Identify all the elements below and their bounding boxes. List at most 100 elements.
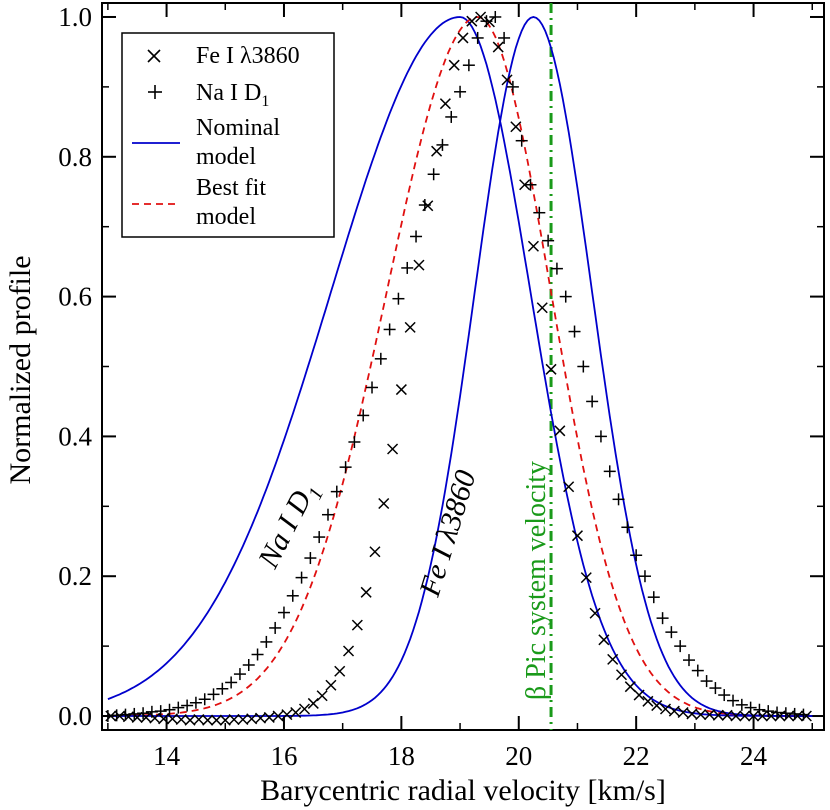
fe-data-point <box>272 710 284 722</box>
x-tick-label: 16 <box>270 741 297 771</box>
na-data-point <box>762 705 775 718</box>
na-data-point <box>242 658 255 671</box>
fe-data-point <box>668 705 680 717</box>
fe-data-point <box>510 121 522 133</box>
fe-data-point <box>431 145 443 157</box>
legend-label-bestfit-1: Best fit <box>196 175 266 201</box>
fe-data-point <box>571 530 583 542</box>
na-data-point <box>137 707 150 720</box>
axis-ticks <box>102 3 824 730</box>
fe-data-point <box>202 714 214 726</box>
fe-data-point <box>210 714 222 726</box>
fe-data-point <box>316 690 328 702</box>
fe-data-point <box>228 713 240 726</box>
annotation-system-velocity: β Pic system velocity <box>521 461 552 700</box>
fe-data-point <box>730 710 742 722</box>
fe-data-point <box>615 669 628 681</box>
na-data-point <box>665 626 678 639</box>
fe-data-point <box>184 714 196 726</box>
fe-data-point <box>360 586 372 598</box>
y-tick-label: 0.8 <box>58 142 92 172</box>
y-tick-label: 0.6 <box>58 282 92 312</box>
fe-data-point <box>651 700 663 712</box>
fe-data-point <box>492 41 504 53</box>
fe-data-point <box>369 546 381 558</box>
fe-data-point <box>633 689 645 701</box>
na-data-point <box>357 409 370 422</box>
na-data-point <box>251 648 264 661</box>
fe-data-point <box>642 695 654 707</box>
fe-data-point <box>527 240 539 252</box>
na-data-point <box>471 31 484 44</box>
fe-data-point <box>263 711 275 723</box>
x-tick-label: 14 <box>153 741 181 771</box>
y-tick-label: 1.0 <box>58 2 92 32</box>
legend-label-na: Na I D1 <box>196 80 269 110</box>
na-data-point <box>621 521 634 534</box>
fe-data-point <box>677 706 689 719</box>
x-tick-label: 20 <box>505 741 532 771</box>
fe-data-point <box>554 425 566 437</box>
fe-data-point <box>721 709 733 721</box>
fe-data-point <box>466 15 478 27</box>
na-data-point <box>454 85 467 98</box>
legend-label-nominal-2: model <box>196 144 256 170</box>
na-data-point <box>392 292 405 305</box>
x-tick-label: 22 <box>623 741 650 771</box>
na-data-point <box>489 10 502 23</box>
na-data-point <box>753 703 766 716</box>
axis-tick-labels: 14 16 18 20 22 24 0.0 0.2 0.4 0.6 0.8 1.0 <box>58 2 767 771</box>
na-data-point <box>436 138 449 151</box>
na-data-point <box>277 606 290 619</box>
fe-data-point <box>387 443 399 455</box>
na-data-point <box>498 31 511 44</box>
na-data-point <box>163 703 176 716</box>
fe-data-point <box>607 653 619 665</box>
na-data-point <box>260 635 273 648</box>
na-data-point <box>462 59 475 72</box>
na-data-point <box>700 675 713 688</box>
fe-data-point <box>395 384 407 396</box>
fe-data-point <box>536 302 548 314</box>
legend: Fe I λ3860 Na I D1 Nominal model Best fi… <box>121 32 335 238</box>
na-data-point <box>154 705 167 718</box>
na-data-point <box>506 80 519 93</box>
na-data-point <box>339 461 352 474</box>
na-data-point <box>189 696 202 709</box>
fe-data-point <box>712 709 724 721</box>
na-data-point <box>533 206 546 219</box>
fe-data-point <box>598 634 610 646</box>
y-axis-label: Normalized profile <box>4 255 37 484</box>
na-data-point <box>225 676 238 689</box>
na-data-point <box>181 699 194 712</box>
fe-data-point <box>457 32 469 44</box>
na-data-point <box>172 701 185 714</box>
na-data-point <box>612 493 625 506</box>
fe-data-point <box>246 713 258 725</box>
annotation-na-i-d1: Na I D1 <box>251 477 328 577</box>
x-axis-label: Barycentric radial velocity [km/s] <box>260 774 666 807</box>
curve-best-fit-model-na-i-d1- <box>107 16 813 717</box>
na-data-point <box>269 621 282 634</box>
fe-data-point <box>624 681 636 693</box>
na-data-point <box>374 352 387 365</box>
na-data-point <box>304 552 317 565</box>
na-data-point <box>682 654 695 667</box>
legend-label-bestfit-2: model <box>196 204 256 230</box>
fe-data-point <box>580 572 592 584</box>
fe-data-point <box>404 321 416 333</box>
fe-data-point <box>307 697 319 709</box>
na-data-point <box>709 682 722 695</box>
legend-marker-x <box>147 49 161 63</box>
fe-data-point <box>254 712 267 724</box>
fe-data-point <box>298 703 311 715</box>
na-data-point <box>216 682 229 695</box>
na-data-point <box>418 199 431 212</box>
na-data-point <box>603 465 616 478</box>
fe-data-point <box>378 497 390 510</box>
na-data-point <box>691 664 704 677</box>
na-data-point <box>594 430 607 443</box>
na-data-point <box>559 290 572 303</box>
na-data-point <box>656 612 669 625</box>
